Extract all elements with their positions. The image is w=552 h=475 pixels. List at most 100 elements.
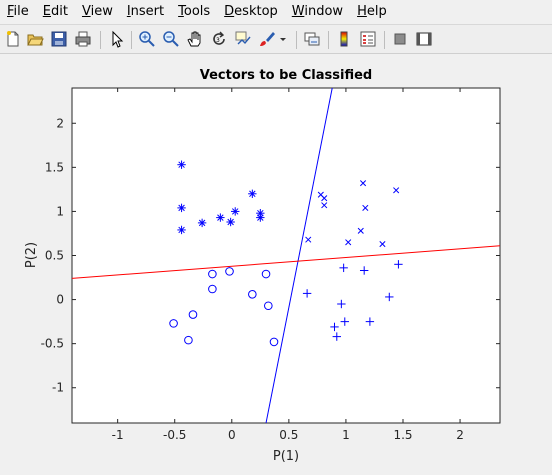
y-tick-label: 1.5 — [45, 160, 64, 174]
data-point-circle — [225, 267, 234, 276]
menu-mnemonic: I — [126, 4, 131, 19]
dropdown-arrow-icon[interactable] — [278, 30, 288, 48]
new-file-icon[interactable] — [4, 30, 22, 48]
data-point-cross — [357, 227, 364, 234]
print-icon[interactable] — [74, 30, 92, 48]
chart-title: Vectors to be Classified — [200, 68, 372, 83]
menu-item-insert[interactable]: Insert — [120, 0, 171, 24]
open-folder-icon[interactable] — [26, 30, 44, 48]
toolbar-separator — [100, 31, 101, 49]
x-axis-label: P(1) — [273, 449, 299, 464]
data-point-circle — [264, 301, 273, 311]
plot-content — [72, 88, 500, 423]
y-axis-label: P(2) — [24, 242, 39, 268]
decision-boundary-line-1 — [265, 88, 333, 423]
data-point-plus — [332, 332, 341, 341]
data-point-plus — [359, 266, 369, 275]
plot-axes[interactable] — [71, 87, 501, 424]
menu-item-edit[interactable]: Edit — [36, 0, 75, 24]
menu-item-desktop[interactable]: Desktop — [217, 0, 285, 24]
y-tick-label: 1 — [56, 204, 64, 218]
svg-text:3: 3 — [216, 37, 220, 44]
x-tick-label: 0.5 — [279, 428, 298, 442]
data-point-cross — [345, 239, 352, 246]
menu-label-rest: ile — [13, 4, 29, 19]
data-point-plus — [337, 299, 346, 309]
data-point-star — [197, 218, 207, 228]
toolbar-separator — [384, 31, 385, 49]
y-tick-label: -0.5 — [41, 337, 64, 351]
data-point-circle — [248, 289, 257, 299]
menu-label-rest: elp — [366, 4, 387, 19]
zoom-out-icon[interactable] — [162, 30, 180, 48]
x-tick-label: 1.5 — [393, 428, 412, 442]
menu-item-help[interactable]: Help — [350, 0, 394, 24]
menu-mnemonic: F — [7, 4, 14, 19]
menu-bar: File Edit View Insert Tools Desktop Window Help — [0, 0, 552, 24]
data-point-cross — [305, 236, 312, 243]
data-point-star — [248, 189, 257, 198]
y-tick-label: -1 — [52, 381, 64, 395]
link-plot-icon[interactable] — [303, 30, 321, 48]
pan-hand-icon[interactable] — [186, 30, 204, 48]
data-point-plus — [330, 322, 339, 332]
legend-icon[interactable] — [359, 30, 377, 48]
data-point-plus — [365, 317, 375, 326]
data-point-circle — [169, 319, 178, 328]
data-point-circle — [184, 335, 193, 345]
data-point-plus — [394, 260, 403, 269]
menu-item-tools[interactable]: Tools — [171, 0, 217, 24]
menu-mnemonic: V — [81, 4, 91, 19]
show-plot-tools-icon[interactable] — [415, 30, 433, 48]
menu-mnemonic: D — [224, 4, 235, 19]
data-cursor-icon[interactable] — [234, 30, 252, 48]
rotate-3d-icon[interactable]: 3 — [210, 30, 228, 48]
data-point-star — [226, 217, 235, 227]
menu-label-rest: esktop — [234, 4, 278, 19]
data-point-star — [231, 207, 240, 216]
axis-ticks: -1 -0.5 0 0.5 1 1.5 2 -1 -0.5 0 0.5 1 1.5 2 — [41, 88, 500, 442]
menu-item-window[interactable]: Window — [285, 0, 350, 24]
scatter-plot: Vectors to be Classified -1 -0.5 0 0.5 1 1.5 2… — [24, 68, 501, 464]
data-point-plus — [340, 317, 349, 326]
save-icon[interactable] — [50, 30, 68, 48]
figure-toolbar: 3 — [0, 24, 552, 54]
y-tick-label: 2 — [56, 116, 64, 130]
toolbar-separator — [131, 31, 132, 49]
menu-label-rest: dit — [51, 4, 68, 19]
y-tick-label: 0 — [56, 293, 64, 307]
menu-mnemonic: E — [42, 4, 51, 19]
data-point-cross — [321, 195, 328, 202]
pointer-icon[interactable] — [108, 30, 126, 48]
menu-mnemonic: H — [357, 4, 367, 19]
data-point-circle — [269, 337, 279, 347]
x-tick-label: -1 — [112, 428, 124, 442]
data-point-cross — [321, 202, 328, 209]
menu-mnemonic: T — [178, 4, 184, 19]
data-point-circle — [208, 284, 217, 294]
brush-icon[interactable] — [258, 30, 276, 48]
menu-item-file[interactable]: File — [0, 0, 36, 24]
data-point-plus — [302, 289, 312, 298]
data-point-cross — [393, 187, 400, 194]
data-point-plus — [385, 292, 394, 302]
menu-item-view[interactable]: View — [75, 0, 120, 24]
data-point-circle — [188, 310, 198, 319]
data-point-cross — [379, 240, 386, 248]
zoom-in-icon[interactable] — [138, 30, 156, 48]
data-point-star — [216, 213, 225, 222]
toolbar-separator — [328, 31, 329, 49]
data-point-star — [177, 225, 186, 235]
x-tick-label: 2 — [456, 428, 464, 442]
data-point-star — [177, 203, 186, 213]
menu-label-rest: ools — [183, 4, 211, 19]
y-tick-label: 0.5 — [45, 249, 64, 263]
x-tick-label: -0.5 — [163, 428, 186, 442]
toolbar-separator — [296, 31, 297, 49]
hide-plot-tools-icon[interactable] — [391, 30, 409, 48]
x-tick-label: 0 — [228, 428, 236, 442]
data-point-star — [177, 160, 186, 169]
data-point-circle — [261, 269, 271, 279]
menu-mnemonic: W — [291, 4, 305, 19]
colorbar-icon[interactable] — [335, 30, 353, 48]
